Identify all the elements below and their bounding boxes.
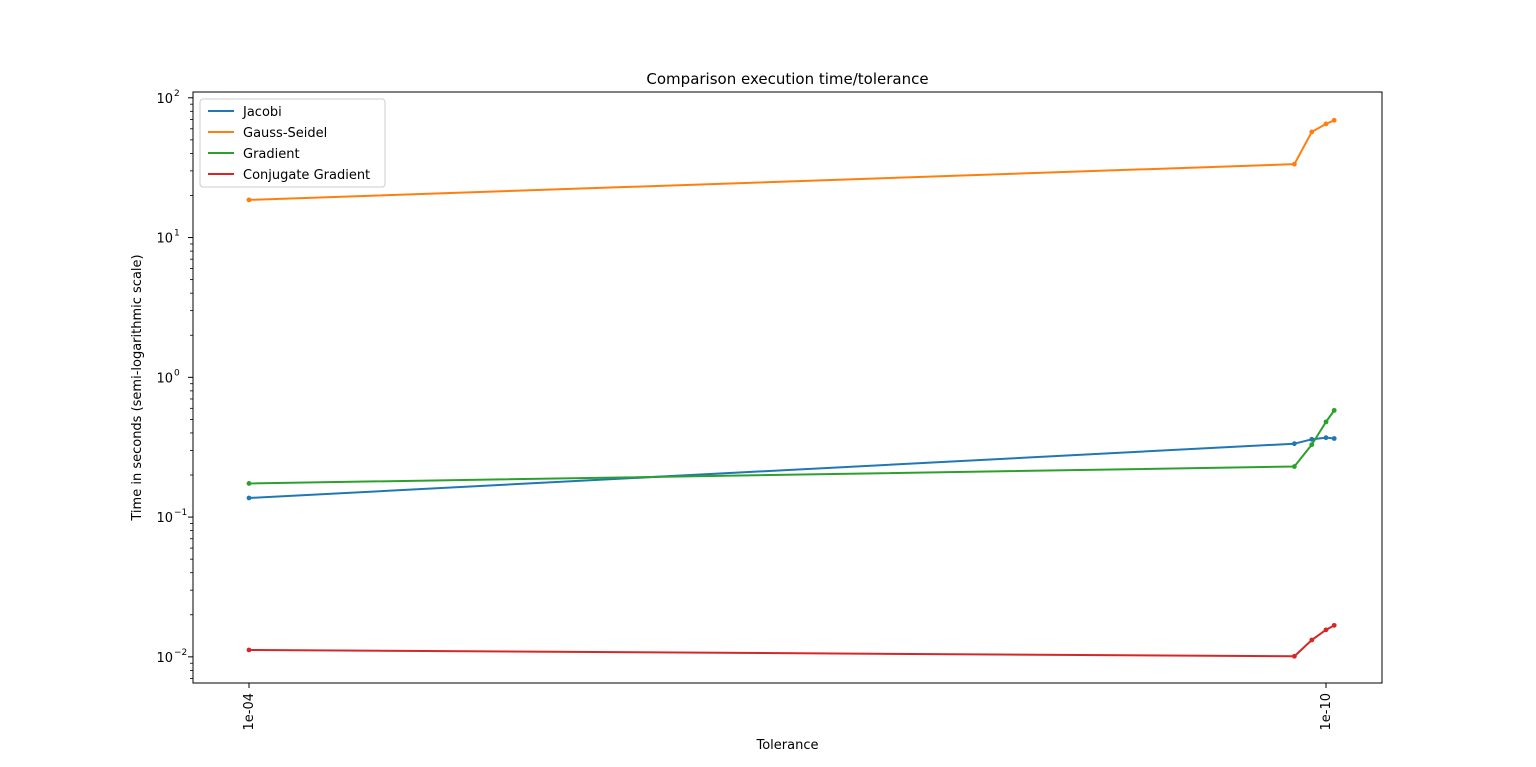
y-axis-label: Time in seconds (semi-logarithmic scale): [130, 254, 145, 521]
data-point: [1291, 653, 1297, 659]
y-tick-exponent: −2: [174, 648, 187, 658]
y-tick-exponent: 2: [174, 89, 180, 99]
data-point: [1291, 441, 1297, 447]
data-point: [1309, 129, 1315, 135]
y-tick-exponent: −1: [174, 508, 187, 518]
plot-frame: [192, 91, 1383, 684]
chart-title: Comparison execution time/tolerance: [646, 70, 928, 88]
y-tick-exponent: 0: [174, 368, 180, 378]
y-tick-label: 10: [156, 651, 173, 666]
legend-label: Jacobi: [242, 105, 282, 120]
y-tick-label: 10: [156, 232, 173, 247]
data-point: [1309, 637, 1315, 643]
legend-label: Conjugate Gradient: [243, 168, 370, 183]
y-tick-label: 10: [156, 511, 173, 526]
x-axis-label: Tolerance: [756, 738, 819, 753]
data-point: [1331, 407, 1337, 413]
x-axis: 1e-04 1e-10: [242, 683, 1334, 731]
legend: Jacobi Gauss-Seidel Gradient Conjugate Grad…: [199, 98, 386, 188]
data-point: [1323, 419, 1329, 425]
data-point: [1291, 161, 1297, 167]
data-point: [1323, 627, 1329, 633]
data-point: [1291, 464, 1297, 469]
legend-box: [199, 98, 386, 188]
data-point: [1323, 121, 1329, 127]
y-tick-label: 10: [156, 371, 173, 386]
data-point: [246, 197, 252, 203]
series-layer: [246, 117, 1337, 659]
y-tick-label: 10: [156, 92, 173, 107]
legend-label: Gradient: [243, 147, 300, 162]
data-point: [246, 495, 252, 501]
data-point: [1331, 622, 1337, 628]
data-point: [1331, 117, 1337, 123]
data-point: [1309, 436, 1315, 442]
x-tick-label: 1e-10: [1319, 693, 1334, 731]
legend-label: Gauss-Seidel: [243, 126, 327, 141]
data-point: [1331, 436, 1337, 441]
y-tick-exponent: 1: [174, 229, 180, 239]
data-point: [1323, 435, 1329, 441]
data-point: [246, 647, 252, 653]
data-point: [246, 481, 252, 486]
data-point: [1309, 442, 1315, 448]
x-tick-label: 1e-04: [242, 693, 257, 731]
